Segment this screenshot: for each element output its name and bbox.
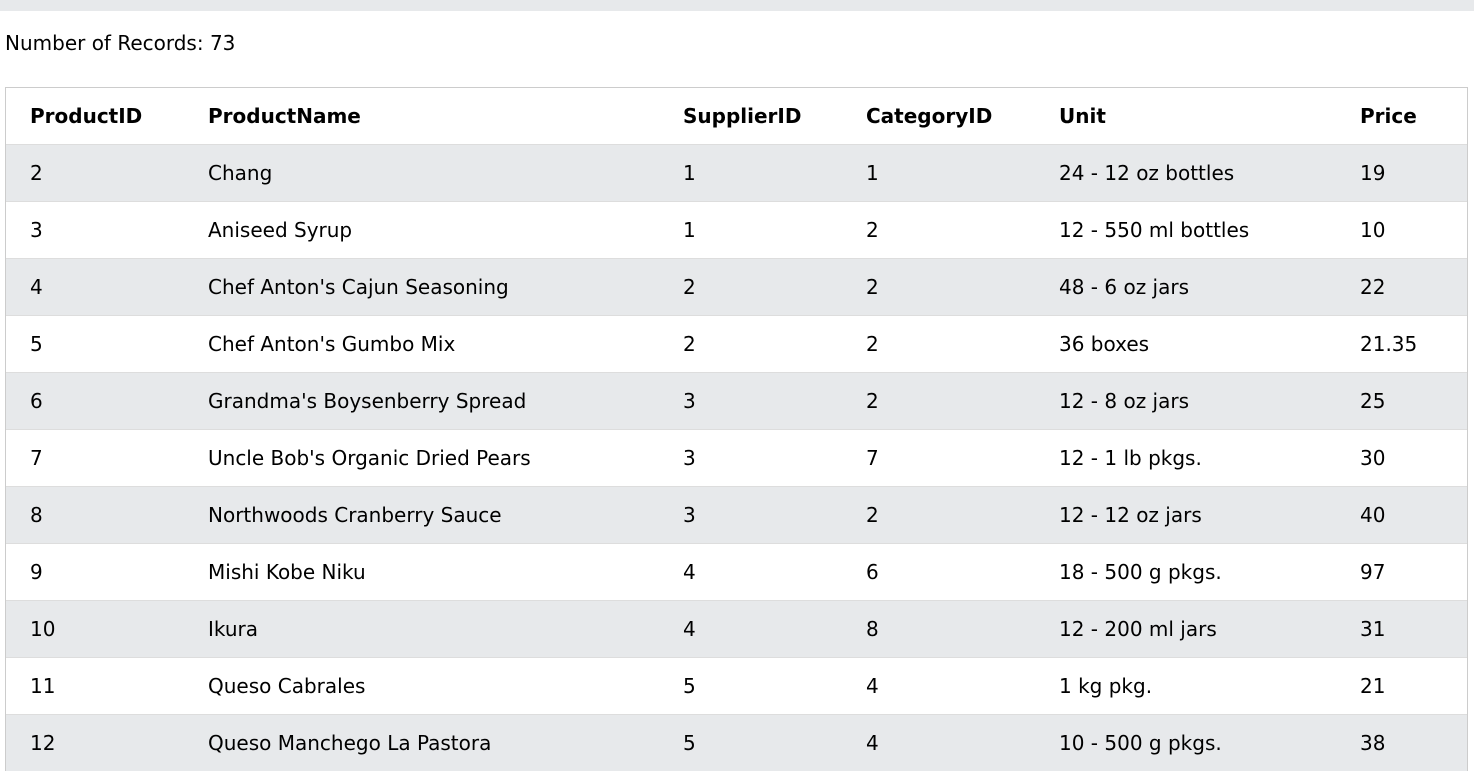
cell-supplierid: 3 <box>659 430 842 487</box>
results-table: ProductID ProductName SupplierID Categor… <box>6 88 1467 771</box>
cell-price: 97 <box>1336 544 1467 601</box>
cell-productname: Chef Anton's Cajun Seasoning <box>184 259 659 316</box>
cell-categoryid: 7 <box>842 430 1035 487</box>
cell-unit: 12 - 1 lb pkgs. <box>1035 430 1336 487</box>
cell-productname: Queso Manchego La Pastora <box>184 715 659 771</box>
cell-supplierid: 1 <box>659 202 842 259</box>
cell-unit: 18 - 500 g pkgs. <box>1035 544 1336 601</box>
cell-productname: Grandma's Boysenberry Spread <box>184 373 659 430</box>
cell-productid: 7 <box>6 430 184 487</box>
cell-supplierid: 5 <box>659 658 842 715</box>
cell-unit: 24 - 12 oz bottles <box>1035 145 1336 202</box>
cell-categoryid: 8 <box>842 601 1035 658</box>
column-header-categoryid: CategoryID <box>842 88 1035 145</box>
cell-categoryid: 2 <box>842 202 1035 259</box>
cell-productid: 11 <box>6 658 184 715</box>
record-count: Number of Records: 73 <box>5 30 235 56</box>
cell-productid: 3 <box>6 202 184 259</box>
column-header-productid: ProductID <box>6 88 184 145</box>
cell-productid: 5 <box>6 316 184 373</box>
cell-productname: Chef Anton's Gumbo Mix <box>184 316 659 373</box>
cell-price: 19 <box>1336 145 1467 202</box>
cell-price: 30 <box>1336 430 1467 487</box>
cell-supplierid: 4 <box>659 544 842 601</box>
cell-price: 40 <box>1336 487 1467 544</box>
cell-productname: Mishi Kobe Niku <box>184 544 659 601</box>
table-header-row: ProductID ProductName SupplierID Categor… <box>6 88 1467 145</box>
cell-productname: Ikura <box>184 601 659 658</box>
cell-price: 22 <box>1336 259 1467 316</box>
cell-supplierid: 2 <box>659 259 842 316</box>
cell-supplierid: 4 <box>659 601 842 658</box>
cell-categoryid: 2 <box>842 316 1035 373</box>
cell-price: 31 <box>1336 601 1467 658</box>
cell-unit: 12 - 12 oz jars <box>1035 487 1336 544</box>
cell-price: 21.35 <box>1336 316 1467 373</box>
cell-productid: 9 <box>6 544 184 601</box>
cell-categoryid: 4 <box>842 715 1035 771</box>
results-table-container: ProductID ProductName SupplierID Categor… <box>5 87 1468 771</box>
cell-supplierid: 2 <box>659 316 842 373</box>
cell-productid: 4 <box>6 259 184 316</box>
cell-unit: 12 - 550 ml bottles <box>1035 202 1336 259</box>
cell-unit: 12 - 8 oz jars <box>1035 373 1336 430</box>
cell-price: 10 <box>1336 202 1467 259</box>
cell-productname: Aniseed Syrup <box>184 202 659 259</box>
cell-productid: 2 <box>6 145 184 202</box>
cell-unit: 12 - 200 ml jars <box>1035 601 1336 658</box>
top-bar <box>0 0 1474 11</box>
cell-unit: 48 - 6 oz jars <box>1035 259 1336 316</box>
column-header-supplierid: SupplierID <box>659 88 842 145</box>
cell-supplierid: 5 <box>659 715 842 771</box>
cell-productname: Northwoods Cranberry Sauce <box>184 487 659 544</box>
cell-productname: Queso Cabrales <box>184 658 659 715</box>
cell-categoryid: 2 <box>842 373 1035 430</box>
cell-productid: 8 <box>6 487 184 544</box>
cell-unit: 10 - 500 g pkgs. <box>1035 715 1336 771</box>
cell-productid: 10 <box>6 601 184 658</box>
cell-categoryid: 6 <box>842 544 1035 601</box>
cell-categoryid: 4 <box>842 658 1035 715</box>
cell-productname: Uncle Bob's Organic Dried Pears <box>184 430 659 487</box>
cell-categoryid: 1 <box>842 145 1035 202</box>
cell-categoryid: 2 <box>842 259 1035 316</box>
cell-supplierid: 1 <box>659 145 842 202</box>
cell-supplierid: 3 <box>659 373 842 430</box>
column-header-productname: ProductName <box>184 88 659 145</box>
cell-productid: 12 <box>6 715 184 771</box>
cell-productname: Chang <box>184 145 659 202</box>
cell-unit: 36 boxes <box>1035 316 1336 373</box>
cell-price: 38 <box>1336 715 1467 771</box>
cell-unit: 1 kg pkg. <box>1035 658 1336 715</box>
cell-supplierid: 3 <box>659 487 842 544</box>
column-header-price: Price <box>1336 88 1467 145</box>
cell-price: 25 <box>1336 373 1467 430</box>
cell-categoryid: 2 <box>842 487 1035 544</box>
cell-productid: 6 <box>6 373 184 430</box>
cell-price: 21 <box>1336 658 1467 715</box>
column-header-unit: Unit <box>1035 88 1336 145</box>
